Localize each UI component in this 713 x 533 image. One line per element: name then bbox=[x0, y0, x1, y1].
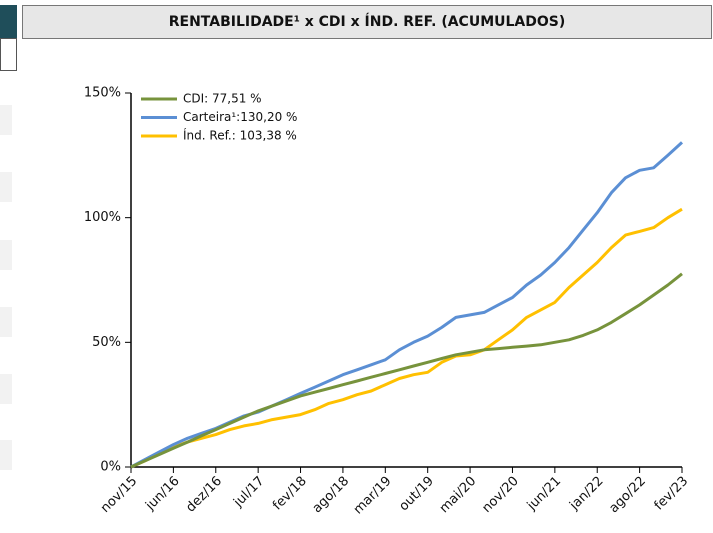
legend-label: Carteira¹:130,20 % bbox=[183, 110, 297, 124]
series-line bbox=[130, 207, 683, 469]
x-tick-label: dez/16 bbox=[183, 474, 225, 516]
x-tick-label: ago/22 bbox=[606, 474, 648, 516]
chart-title: RENTABILIDADE¹ x CDI x ÍND. REF. (ACUMUL… bbox=[169, 13, 566, 30]
x-tick-label: fev/23 bbox=[652, 474, 692, 514]
x-tick-label: jul/17 bbox=[230, 474, 267, 511]
x-tick-label: fev/18 bbox=[270, 474, 310, 514]
legend-label: CDI: 77,51 % bbox=[183, 92, 262, 106]
y-tick-label: 0% bbox=[100, 460, 121, 475]
x-tick-label: jun/16 bbox=[142, 474, 182, 514]
x-tick-label: nov/20 bbox=[479, 474, 521, 516]
side-box bbox=[0, 38, 17, 71]
series-line bbox=[130, 272, 683, 469]
x-tick-label: jan/22 bbox=[566, 474, 606, 514]
side-rows bbox=[0, 105, 12, 470]
y-tick-label: 100% bbox=[84, 210, 121, 225]
side-tab bbox=[0, 5, 17, 38]
x-tick-label: jun/21 bbox=[524, 474, 564, 514]
x-tick-label: nov/15 bbox=[98, 474, 140, 516]
legend-label: Índ. Ref.: 103,38 % bbox=[183, 128, 297, 143]
title-box bbox=[22, 5, 712, 39]
x-tick-label: out/19 bbox=[397, 474, 437, 514]
y-tick-label: 150% bbox=[84, 86, 121, 101]
x-tick-label: mar/19 bbox=[351, 474, 395, 518]
x-tick-label: ago/18 bbox=[310, 474, 352, 516]
x-tick-label: mai/20 bbox=[437, 474, 480, 517]
y-tick-label: 50% bbox=[92, 335, 121, 350]
series-line bbox=[130, 141, 684, 469]
